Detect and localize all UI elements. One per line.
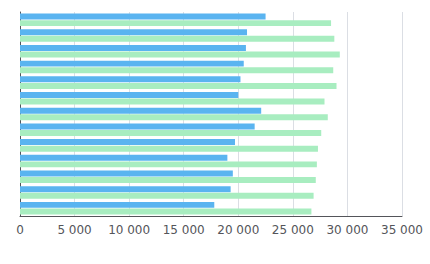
svg-text:5 000: 5 000	[57, 223, 91, 237]
svg-text:0: 0	[16, 223, 24, 237]
svg-text:15 000: 15 000	[163, 223, 205, 237]
svg-text:25 000: 25 000	[272, 223, 314, 237]
svg-text:30 000: 30 000	[326, 223, 368, 237]
svg-text:35 000: 35 000	[381, 223, 423, 237]
svg-text:10 000: 10 000	[108, 223, 150, 237]
svg-text:20 000: 20 000	[217, 223, 259, 237]
